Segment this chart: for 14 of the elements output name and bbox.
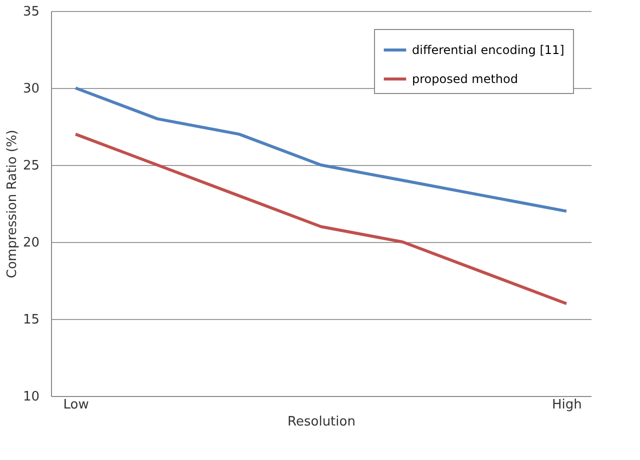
y-axis-title: Compression Ratio (%)	[4, 130, 20, 278]
y-tick-label: 25	[22, 158, 40, 174]
line-series	[74, 132, 568, 306]
x-tick-label: High	[552, 398, 582, 412]
y-tick-label: 30	[22, 82, 40, 96]
x-axis-title: Resolution	[288, 414, 356, 430]
y-tick-label: 20	[22, 236, 40, 250]
y-tick-label: 10	[22, 390, 40, 404]
y-tick-label: 35	[22, 4, 40, 20]
x-tick-label: Low	[63, 398, 90, 412]
y-tick-label: 15	[22, 312, 40, 328]
legend-label: proposed method	[412, 72, 518, 86]
line-series	[74, 86, 568, 213]
legend-label: differential encoding [11]	[412, 43, 564, 57]
